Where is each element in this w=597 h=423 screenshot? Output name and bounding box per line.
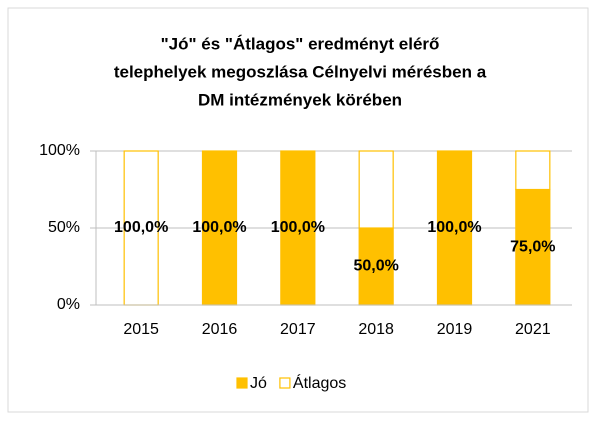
y-tick-label: 50% (48, 219, 80, 236)
legend-swatch (236, 377, 248, 389)
bar-segment (515, 150, 551, 191)
x-tick-label: 2021 (515, 321, 551, 338)
chart-title: telephelyek megoszlása Célnyelvi mérésbe… (114, 62, 487, 81)
legend-label: Jó (250, 375, 267, 392)
data-label: 75,0% (510, 238, 555, 255)
bar-segment (123, 150, 159, 306)
legend-swatch (279, 377, 291, 389)
data-label: 100,0% (271, 219, 325, 236)
x-tick-label: 2018 (358, 321, 394, 338)
data-label: 100,0% (192, 219, 246, 236)
bar-segment (515, 188, 551, 306)
bar-segment (280, 150, 316, 306)
chart-title: DM intézmények körében (198, 90, 402, 109)
bar-segment (358, 150, 394, 229)
legend-label: Átlagos (293, 373, 346, 392)
data-label: 50,0% (353, 258, 398, 275)
x-tick-label: 2017 (280, 321, 316, 338)
x-tick-label: 2019 (437, 321, 473, 338)
bar-segment (201, 150, 238, 306)
bar-segment (358, 227, 394, 306)
x-tick-label: 2016 (202, 321, 238, 338)
chart-title: "Jó" és "Átlagos" eredményt elérő (161, 34, 440, 53)
data-label: 100,0% (427, 219, 481, 236)
bar-segment (436, 150, 473, 306)
x-tick-label: 2015 (123, 321, 159, 338)
data-label: 100,0% (114, 219, 168, 236)
y-tick-label: 0% (57, 296, 80, 313)
y-tick-label: 100% (39, 142, 80, 159)
